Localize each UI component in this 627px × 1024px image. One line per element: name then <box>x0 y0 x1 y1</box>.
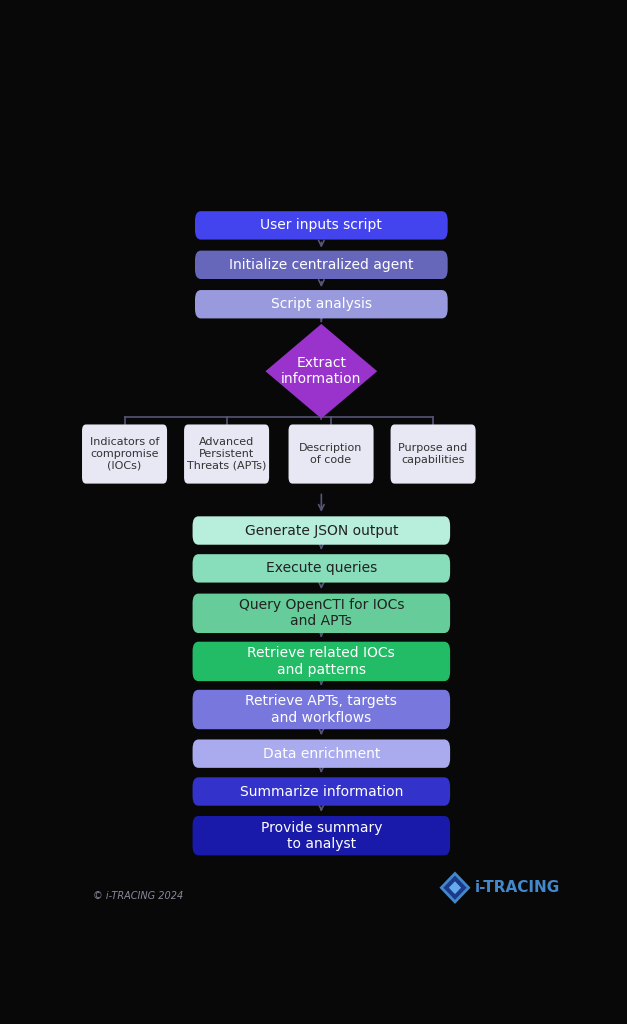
FancyBboxPatch shape <box>192 516 450 545</box>
Text: Extract
information: Extract information <box>281 356 362 386</box>
Text: Advanced
Persistent
Threats (APTs): Advanced Persistent Threats (APTs) <box>187 437 266 471</box>
FancyBboxPatch shape <box>195 211 448 240</box>
Text: Provide summary
to analyst: Provide summary to analyst <box>261 820 382 851</box>
FancyBboxPatch shape <box>195 251 448 279</box>
FancyBboxPatch shape <box>195 290 448 318</box>
FancyBboxPatch shape <box>288 425 374 483</box>
Text: Retrieve related IOCs
and patterns: Retrieve related IOCs and patterns <box>248 646 395 677</box>
Text: © i-TRACING 2024: © i-TRACING 2024 <box>93 891 183 900</box>
Text: Description
of code: Description of code <box>299 443 363 465</box>
FancyBboxPatch shape <box>192 642 450 681</box>
Text: Summarize information: Summarize information <box>240 784 403 799</box>
FancyBboxPatch shape <box>391 425 476 483</box>
Text: Indicators of
compromise
(IOCs): Indicators of compromise (IOCs) <box>90 437 159 471</box>
FancyBboxPatch shape <box>82 425 167 483</box>
FancyBboxPatch shape <box>184 425 269 483</box>
FancyBboxPatch shape <box>192 690 450 729</box>
FancyBboxPatch shape <box>192 594 450 633</box>
Text: Purpose and
capabilities: Purpose and capabilities <box>399 443 468 465</box>
Text: Retrieve APTs, targets
and workflows: Retrieve APTs, targets and workflows <box>245 694 398 725</box>
Text: Generate JSON output: Generate JSON output <box>245 523 398 538</box>
Text: Script analysis: Script analysis <box>271 297 372 311</box>
Text: User inputs script: User inputs script <box>260 218 382 232</box>
Polygon shape <box>441 873 468 902</box>
Text: Query OpenCTI for IOCs
and APTs: Query OpenCTI for IOCs and APTs <box>239 598 404 629</box>
Text: Data enrichment: Data enrichment <box>263 746 380 761</box>
Polygon shape <box>265 324 377 419</box>
FancyBboxPatch shape <box>192 777 450 806</box>
FancyBboxPatch shape <box>192 554 450 583</box>
Text: Execute queries: Execute queries <box>266 561 377 575</box>
FancyBboxPatch shape <box>192 739 450 768</box>
Text: i-TRACING: i-TRACING <box>475 881 560 895</box>
Polygon shape <box>449 882 461 894</box>
Text: Initialize centralized agent: Initialize centralized agent <box>229 258 414 271</box>
FancyBboxPatch shape <box>192 816 450 855</box>
